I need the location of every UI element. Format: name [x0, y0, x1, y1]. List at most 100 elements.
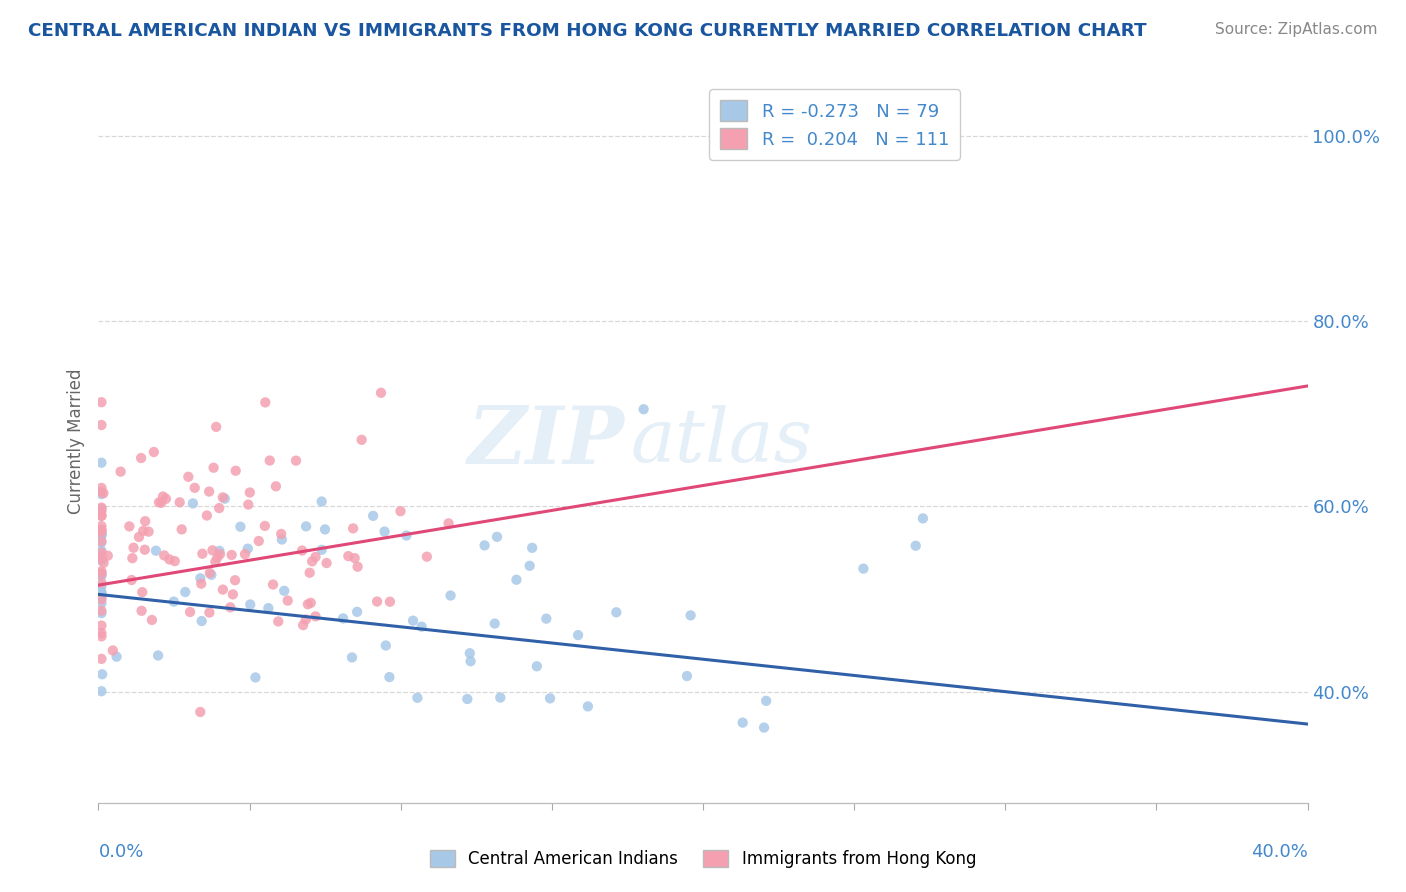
Point	[90, 535, 112, 549]
Point	[755, 694, 778, 708]
Point	[90, 502, 112, 516]
Point	[146, 648, 169, 663]
Point	[259, 453, 281, 467]
Point	[179, 605, 201, 619]
Point	[238, 498, 260, 512]
Point	[97, 549, 120, 563]
Point	[198, 606, 221, 620]
Point	[208, 547, 231, 561]
Point	[264, 479, 287, 493]
Point	[346, 559, 368, 574]
Point	[519, 558, 541, 573]
Point	[460, 654, 482, 668]
Point	[346, 605, 368, 619]
Point	[90, 618, 112, 632]
Point	[131, 585, 153, 599]
Point	[101, 643, 124, 657]
Point	[198, 484, 221, 499]
Point	[205, 420, 228, 434]
Point	[134, 542, 156, 557]
Point	[90, 508, 112, 523]
Point	[277, 593, 299, 607]
Point	[567, 628, 589, 642]
Point	[485, 530, 508, 544]
Point	[90, 565, 112, 579]
Point	[90, 527, 112, 541]
Point	[141, 613, 163, 627]
Point	[90, 569, 112, 583]
Point	[91, 667, 114, 681]
Text: CENTRAL AMERICAN INDIAN VS IMMIGRANTS FROM HONG KONG CURRENTLY MARRIED CORRELATI: CENTRAL AMERICAN INDIAN VS IMMIGRANTS FR…	[28, 22, 1147, 40]
Point	[152, 490, 174, 504]
Point	[93, 556, 115, 570]
Point	[90, 549, 112, 564]
Point	[118, 519, 141, 533]
Point	[132, 524, 155, 538]
Point	[295, 519, 318, 533]
Point	[536, 612, 558, 626]
Point	[191, 547, 214, 561]
Point	[90, 417, 112, 432]
Point	[239, 598, 262, 612]
Point	[90, 626, 112, 640]
Point	[378, 670, 401, 684]
Point	[304, 609, 326, 624]
Text: ZIP: ZIP	[468, 403, 624, 480]
Point	[253, 519, 276, 533]
Text: 0.0%: 0.0%	[98, 843, 143, 861]
Point	[177, 470, 200, 484]
Point	[406, 690, 429, 705]
Text: 40.0%: 40.0%	[1251, 843, 1308, 861]
Point	[225, 464, 247, 478]
Point	[181, 496, 204, 510]
Point	[332, 611, 354, 625]
Point	[90, 500, 112, 515]
Point	[153, 549, 176, 563]
Point	[90, 591, 112, 605]
Point	[350, 433, 373, 447]
Point	[295, 612, 318, 626]
Point	[90, 504, 112, 518]
Point	[90, 481, 112, 495]
Point	[122, 541, 145, 555]
Point	[150, 496, 173, 510]
Point	[538, 691, 561, 706]
Point	[202, 460, 225, 475]
Point	[285, 453, 308, 467]
Point	[163, 554, 186, 568]
Point	[204, 555, 226, 569]
Point	[90, 529, 112, 543]
Point	[299, 596, 322, 610]
Point	[198, 566, 221, 580]
Point	[311, 494, 333, 508]
Point	[93, 486, 115, 500]
Point	[90, 592, 112, 607]
Point	[90, 523, 112, 537]
Point	[315, 556, 337, 570]
Point	[576, 699, 599, 714]
Point	[90, 579, 112, 593]
Point	[90, 575, 112, 590]
Point	[159, 552, 181, 566]
Point	[292, 618, 315, 632]
Point	[121, 573, 143, 587]
Point	[239, 485, 262, 500]
Point	[90, 484, 112, 499]
Point	[208, 544, 231, 558]
Point	[90, 587, 112, 601]
Point	[458, 646, 481, 660]
Point	[373, 524, 395, 539]
Point	[190, 571, 212, 585]
Point	[456, 692, 478, 706]
Point	[138, 524, 160, 539]
Point	[852, 561, 875, 575]
Point	[247, 534, 270, 549]
Point	[200, 567, 222, 582]
Point	[370, 385, 392, 400]
Point	[131, 604, 153, 618]
Point	[128, 530, 150, 544]
Point	[236, 541, 259, 556]
Point	[416, 549, 439, 564]
Point	[208, 501, 231, 516]
Point	[291, 543, 314, 558]
